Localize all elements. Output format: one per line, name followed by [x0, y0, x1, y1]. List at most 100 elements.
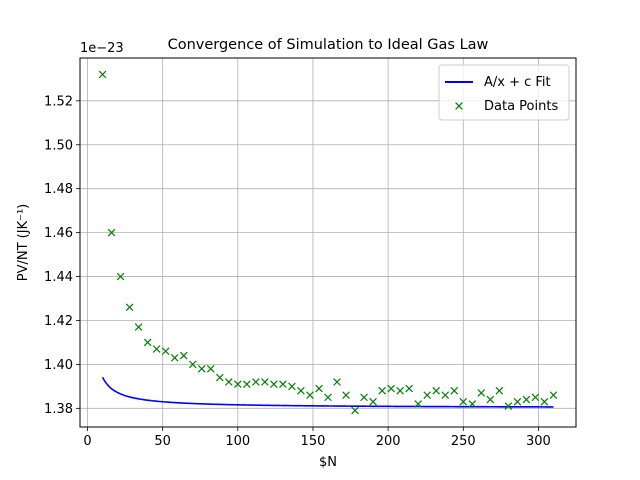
x-tick-label: 0 — [83, 434, 91, 449]
data-point-stroke — [306, 391, 314, 399]
legend-box — [438, 64, 570, 121]
data-point — [288, 382, 296, 391]
data-point-stroke — [215, 373, 224, 382]
data-point — [531, 393, 540, 402]
data-point-stroke — [432, 386, 441, 395]
plot-series — [98, 70, 558, 415]
data-point-stroke — [522, 395, 531, 404]
y-tick-label: 1.46 — [44, 226, 73, 241]
y-tick-label: 1.52 — [44, 94, 73, 109]
x-tick-label: 100 — [225, 434, 250, 449]
data-point-stroke — [116, 272, 125, 281]
data-point — [459, 397, 468, 406]
data-point-stroke — [441, 391, 450, 399]
data-point-stroke — [459, 397, 468, 406]
data-point — [504, 402, 513, 410]
data-point — [396, 386, 404, 395]
data-point-stroke — [540, 397, 549, 406]
data-point-stroke — [197, 364, 206, 373]
x-tick-label: 300 — [526, 434, 551, 449]
legend-fit-label: A/x + c Fit — [484, 75, 551, 90]
data-point-stroke — [387, 384, 395, 393]
data-point-stroke — [98, 70, 107, 79]
data-point-stroke — [477, 389, 486, 397]
axis-ticks: 0 50 100 150 200 250 300 1.38 1.40 1.42 1.44 1.46 1.… — [44, 94, 551, 449]
data-point — [252, 378, 260, 386]
data-point — [125, 303, 134, 312]
data-point-stroke — [486, 395, 495, 404]
data-point-stroke — [188, 360, 197, 369]
data-point — [152, 345, 161, 353]
y-offset-label: 1e−23 — [80, 41, 124, 56]
data-point — [315, 384, 323, 393]
data-point-stroke — [405, 384, 413, 393]
data-point-stroke — [324, 393, 332, 402]
data-point — [243, 380, 251, 388]
data-point-stroke — [279, 380, 287, 388]
data-point-stroke — [342, 391, 350, 399]
data-point — [116, 272, 125, 281]
data-point-stroke — [360, 393, 368, 402]
data-point — [342, 391, 350, 399]
y-tick-label: 1.42 — [44, 314, 73, 329]
fit-curve — [101, 376, 554, 408]
data-point — [414, 400, 423, 408]
data-point — [405, 384, 413, 393]
x-tick-label: 250 — [451, 434, 476, 449]
data-point-stroke — [134, 323, 143, 331]
data-point — [206, 364, 215, 373]
data-point — [522, 395, 531, 404]
data-point — [432, 386, 441, 395]
data-point-stroke — [369, 397, 377, 406]
legend-data-swatch — [455, 102, 463, 110]
data-point — [540, 397, 549, 406]
data-point — [477, 389, 486, 397]
y-tick-label: 1.38 — [44, 402, 73, 417]
data-point — [423, 391, 432, 399]
data-point-stroke — [315, 384, 323, 393]
data-point — [261, 378, 269, 386]
data-point-stroke — [224, 378, 233, 386]
y-tick-label: 1.48 — [44, 182, 73, 197]
data-point — [351, 406, 359, 415]
y-axis-label: PV/NT (JK⁻¹) — [16, 204, 31, 282]
data-point — [98, 70, 107, 79]
data-point-stroke — [179, 351, 188, 360]
data-point — [143, 338, 152, 347]
data-point — [188, 360, 197, 369]
data-point — [441, 391, 450, 399]
data-point-stroke — [351, 406, 359, 415]
data-point-stroke — [170, 353, 179, 362]
data-point-stroke — [531, 393, 540, 402]
data-point-stroke — [378, 386, 386, 395]
data-point-stroke — [161, 347, 170, 356]
data-point-stroke — [468, 400, 477, 408]
data-point — [170, 353, 179, 362]
data-point-stroke — [206, 364, 215, 373]
x-tick-label: 50 — [154, 434, 171, 449]
data-point — [549, 391, 558, 399]
data-point — [324, 393, 332, 402]
legend-marker-stroke — [455, 102, 463, 110]
data-point — [197, 364, 206, 373]
data-point — [450, 386, 459, 395]
data-point — [333, 378, 341, 386]
axes-frame — [79, 57, 577, 428]
data-point — [495, 386, 504, 395]
data-point-stroke — [423, 391, 432, 399]
data-point-stroke — [297, 386, 305, 395]
data-point — [279, 380, 287, 388]
y-tick-label: 1.40 — [44, 358, 73, 373]
x-tick-label: 200 — [376, 434, 401, 449]
data-point-stroke — [107, 228, 116, 237]
data-point — [161, 347, 170, 356]
data-point — [513, 397, 522, 406]
data-point-stroke — [143, 338, 152, 347]
chart-title: Convergence of Simulation to Ideal Gas L… — [168, 37, 489, 53]
data-point-stroke — [152, 345, 161, 353]
data-point — [107, 228, 116, 237]
data-point-stroke — [396, 386, 404, 395]
data-point — [233, 380, 242, 388]
